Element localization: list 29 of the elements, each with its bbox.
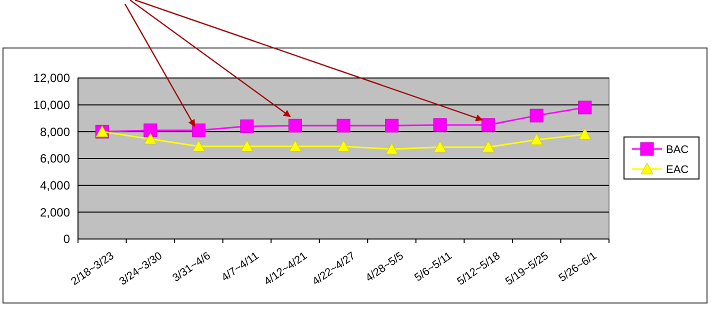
point — [578, 100, 592, 114]
point — [192, 140, 205, 152]
point — [386, 142, 398, 154]
point — [337, 140, 350, 152]
y-tick-label: 0 — [63, 232, 70, 246]
legend-label: BAC — [666, 144, 689, 156]
point — [482, 118, 496, 132]
point — [288, 140, 302, 152]
point — [530, 133, 543, 145]
y-tick-label: 8,000 — [40, 124, 70, 139]
y-tick-label: 6,000 — [40, 152, 70, 166]
point — [433, 118, 447, 132]
y-tick-label: 2,000 — [40, 205, 70, 220]
point — [530, 108, 544, 122]
point — [434, 140, 446, 152]
point — [192, 124, 206, 138]
legend-label: EAC — [666, 164, 689, 176]
y-tick-label: 4,000 — [40, 178, 70, 193]
point — [578, 128, 592, 140]
point — [288, 118, 302, 132]
point — [240, 120, 254, 134]
point — [144, 124, 158, 138]
point — [144, 132, 157, 144]
y-tick-label: 10,000 — [33, 98, 70, 112]
point — [240, 140, 254, 152]
y-tick-label: 12,000 — [33, 71, 70, 86]
point — [482, 140, 495, 152]
point — [385, 118, 399, 132]
point — [336, 118, 350, 132]
